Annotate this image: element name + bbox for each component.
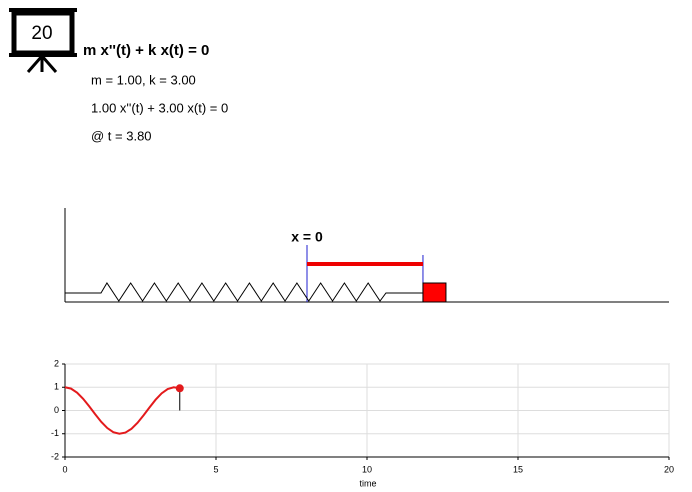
y-tick-label: 2 (54, 358, 59, 368)
y-tick-label: 1 (54, 382, 59, 392)
equation: m x''(t) + k x(t) = 0 (83, 42, 209, 59)
instance: 1.00 x''(t) + 3.00 x(t) = 0 (91, 100, 228, 115)
trajectory (64, 386, 180, 435)
icon: 20 (9, 8, 77, 73)
y-tick-label: -1 (51, 428, 59, 438)
x-tick-label: 15 (513, 464, 523, 474)
icon-label: 20 (31, 23, 52, 44)
spring (65, 282, 423, 302)
mass (422, 282, 447, 303)
x-tick-label: 10 (362, 464, 372, 474)
params: m = 1.00, k = 3.00 (91, 72, 196, 87)
x-axis-label: time (359, 478, 376, 488)
time: @ t = 3.80 (91, 128, 152, 143)
equilibrium-label: x = 0 (291, 229, 323, 245)
y-tick-label: -2 (51, 451, 59, 461)
y-tick-label: 0 (54, 405, 59, 415)
x-tick-label: 20 (664, 464, 674, 474)
x-tick-label: 0 (62, 464, 67, 474)
x-tick-label: 5 (213, 464, 218, 474)
spring-diagram: x = 0 (64, 208, 669, 303)
current-point (175, 384, 184, 393)
